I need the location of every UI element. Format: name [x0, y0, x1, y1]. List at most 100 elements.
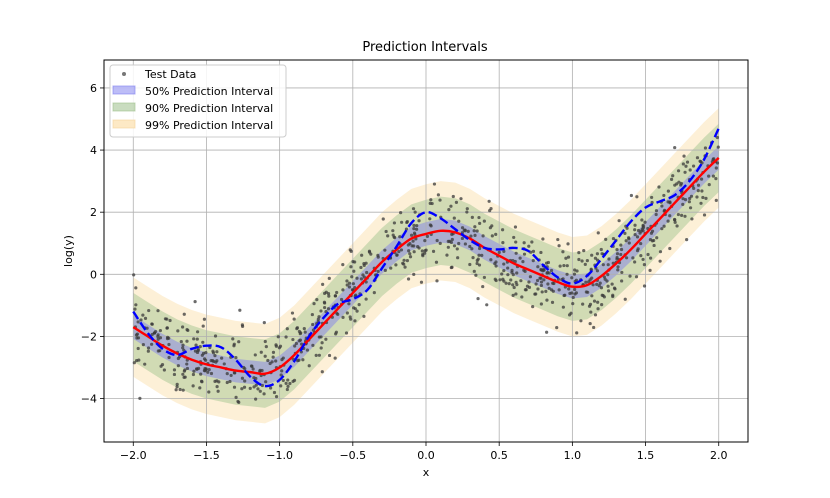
test-data-point — [498, 278, 502, 282]
test-data-point — [695, 156, 700, 160]
test-data-point — [497, 250, 501, 254]
test-data-point — [407, 249, 411, 253]
test-data-point — [298, 338, 303, 342]
test-data-point — [502, 269, 506, 273]
test-data-point — [595, 269, 600, 273]
test-data-point — [512, 285, 516, 290]
test-data-point — [672, 217, 677, 222]
test-data-point — [360, 253, 364, 257]
test-data-point — [688, 168, 692, 172]
test-data-point — [679, 181, 684, 186]
test-data-point — [202, 317, 207, 321]
test-data-point — [616, 268, 620, 272]
test-data-point — [573, 292, 577, 296]
test-data-point — [490, 234, 494, 238]
test-data-point — [347, 285, 352, 289]
test-data-point — [353, 319, 357, 323]
test-data-point — [494, 264, 498, 268]
test-data-point — [409, 233, 414, 237]
test-data-point — [158, 336, 163, 340]
test-data-point — [324, 337, 328, 341]
test-data-point — [176, 364, 180, 368]
test-data-point — [179, 340, 183, 344]
test-data-point — [463, 229, 467, 233]
test-data-point — [521, 260, 525, 264]
test-data-point — [460, 226, 465, 230]
test-data-point — [284, 381, 288, 385]
test-data-point — [156, 309, 160, 313]
test-data-point — [716, 145, 720, 149]
test-data-point — [711, 174, 716, 178]
test-data-point — [702, 213, 707, 217]
test-data-point — [211, 351, 216, 355]
test-data-point — [700, 189, 704, 193]
test-data-point — [596, 300, 600, 304]
test-data-point — [629, 193, 634, 198]
test-data-point — [639, 254, 643, 258]
test-data-point — [417, 246, 421, 250]
test-data-point — [611, 294, 615, 299]
test-data-point — [132, 361, 136, 365]
test-data-point — [572, 272, 577, 276]
test-data-point — [248, 386, 252, 390]
test-data-point — [417, 219, 421, 223]
test-data-point — [323, 305, 327, 310]
test-data-point — [362, 275, 366, 279]
test-data-point — [310, 312, 314, 317]
test-data-point — [690, 217, 694, 221]
test-data-point — [225, 372, 229, 376]
test-data-point — [292, 317, 296, 321]
test-data-point — [349, 249, 353, 253]
test-data-point — [683, 170, 687, 174]
x-tick-label: 2.0 — [710, 449, 728, 462]
test-data-point — [522, 241, 526, 245]
test-data-point — [468, 244, 472, 249]
test-data-point — [567, 287, 571, 291]
legend-label-test-data: Test Data — [144, 68, 196, 81]
test-data-point — [552, 281, 556, 286]
test-data-point — [601, 293, 605, 298]
test-data-point — [430, 201, 434, 206]
test-data-point — [351, 282, 355, 286]
test-data-point — [528, 275, 533, 279]
test-data-point — [383, 268, 387, 272]
test-data-point — [545, 330, 549, 334]
test-data-point — [264, 345, 268, 349]
test-data-point — [466, 229, 470, 233]
test-data-point — [599, 247, 603, 252]
test-data-point — [269, 386, 273, 390]
test-data-point — [539, 267, 543, 272]
test-data-point — [286, 384, 290, 389]
test-data-point — [669, 177, 674, 181]
test-data-point — [542, 278, 546, 282]
test-data-point — [411, 207, 416, 211]
test-data-point — [465, 207, 469, 211]
test-data-point — [250, 364, 254, 368]
test-data-point — [633, 228, 637, 232]
test-data-point — [156, 333, 160, 337]
test-data-point — [136, 320, 140, 324]
test-data-point — [341, 263, 345, 267]
test-data-point — [635, 195, 639, 199]
test-data-point — [412, 272, 416, 277]
test-data-point — [317, 353, 321, 357]
test-data-point — [327, 276, 331, 280]
test-data-point — [399, 248, 404, 252]
series-lines — [132, 127, 720, 388]
test-data-point — [167, 355, 171, 360]
test-data-point — [350, 288, 355, 292]
test-data-point — [606, 273, 610, 277]
test-data-point — [143, 362, 147, 366]
test-data-point — [692, 186, 696, 190]
test-data-point — [627, 241, 631, 245]
legend-swatch-50 — [112, 85, 136, 95]
test-data-point — [598, 281, 602, 285]
test-data-point — [216, 389, 220, 393]
test-data-point — [601, 263, 605, 267]
test-data-point — [285, 327, 289, 331]
legend-swatch-90 — [112, 102, 136, 112]
test-data-point — [520, 295, 524, 299]
test-data-point — [478, 221, 482, 225]
test-data-point — [642, 263, 647, 267]
test-data-point — [392, 221, 397, 225]
